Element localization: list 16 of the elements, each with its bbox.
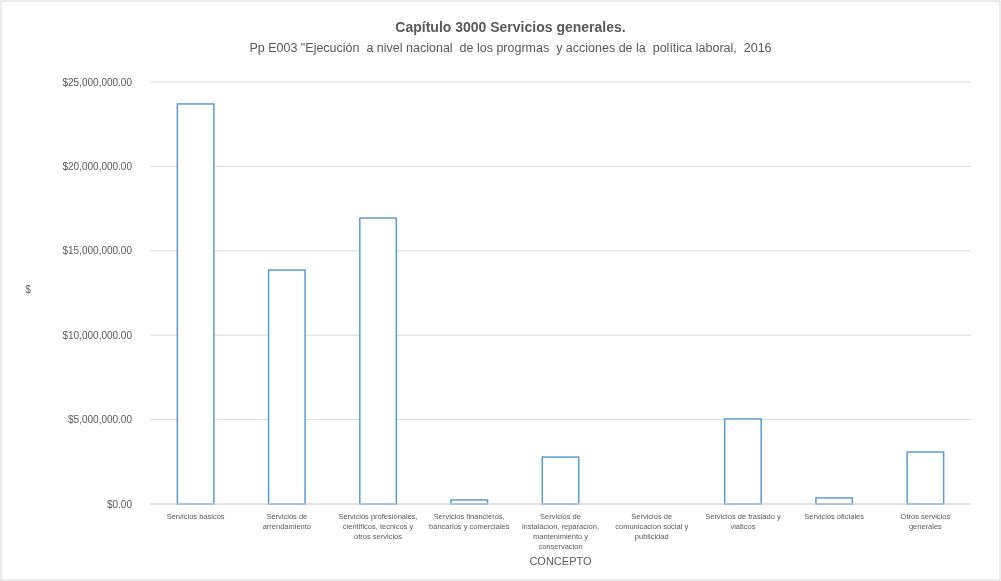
chart-title: Capítulo 3000 Servicios generales.: [395, 19, 626, 35]
bar: [723, 418, 762, 505]
bar: [906, 451, 945, 505]
bar: [176, 103, 215, 505]
chart-subtitle: Pp E003 "Ejecución a nivel nacional de los progrmas y acciones de la política laboral, 2016: [249, 41, 772, 55]
x-axis-title: CONCEPTO: [529, 555, 593, 567]
y-tick-label: $15,000,000.00: [62, 245, 133, 257]
bar: [541, 456, 580, 505]
y-tick-label: $10,000,000.00: [62, 329, 133, 341]
y-axis-title: $: [25, 284, 32, 295]
bar: [267, 269, 306, 505]
y-tick-label: $5,000,000.00: [68, 414, 133, 426]
y-tick-label: $0.00: [106, 498, 133, 510]
bar: [359, 217, 398, 505]
y-tick-label: $20,000,000.00: [62, 160, 133, 172]
y-tick-label: $25,000,000.00: [62, 76, 133, 88]
